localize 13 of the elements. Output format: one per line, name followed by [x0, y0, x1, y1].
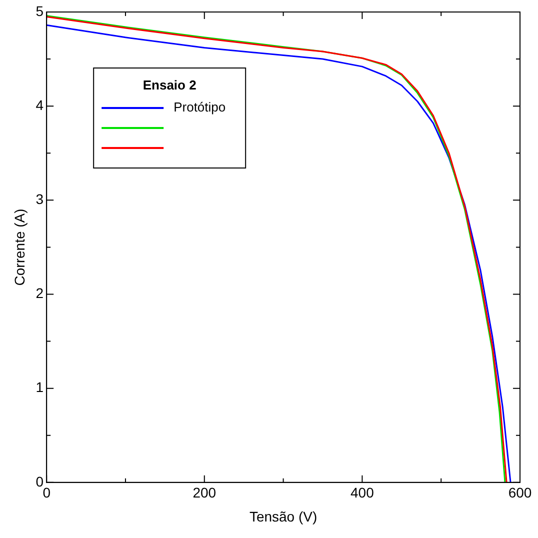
x-axis-title: Tensão (V)	[249, 508, 318, 524]
y-tick-label: 2	[36, 285, 44, 302]
legend-title: Ensaio 2	[142, 78, 196, 93]
y-tick-label: 1	[36, 379, 44, 396]
y-tick-label: 0	[36, 473, 44, 490]
y-tick-label: 4	[36, 96, 44, 113]
y-tick-label: 3	[36, 191, 44, 208]
x-tick-label: 200	[192, 484, 216, 501]
x-tick-label: 400	[350, 484, 374, 501]
legend-label: Protótipo	[174, 100, 226, 115]
y-tick-label: 5	[36, 2, 44, 19]
x-tick-label: 600	[508, 484, 532, 501]
y-axis-title: Corrente (A)	[11, 208, 28, 286]
